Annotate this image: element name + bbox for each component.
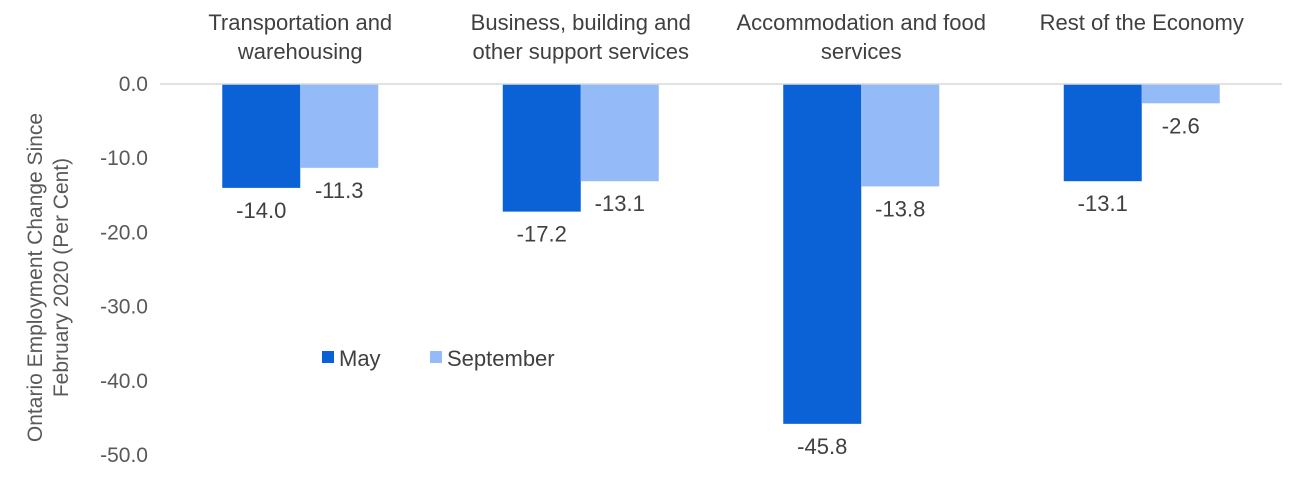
category-label-line: Rest of the Economy [1040,10,1244,35]
category-label: Transportation and warehousing [208,10,392,64]
y-tick-label: -20.0 [100,221,148,244]
legend-label-september: September [447,346,555,371]
data-label: -45.8 [797,434,847,459]
category-label-line: Business, building and [471,10,691,35]
data-label: -2.6 [1162,113,1200,138]
legend-swatch-may [322,351,334,363]
data-labels: -14.0 -11.3 -17.2 -13.1 -45.8 -13.8 -13.1 -2.6 [236,113,1200,459]
y-tick-label: -30.0 [100,296,148,319]
bar-may-1 [502,84,581,212]
y-tick-label: -10.0 [100,147,148,170]
category-label-line: Accommodation and food [737,10,987,35]
y-axis-title-text: Ontario Employment Change Since February … [24,113,73,442]
data-label: -13.1 [1078,191,1128,216]
bar-may-3 [1063,84,1142,182]
category-label: Rest of the Economy [1040,10,1244,35]
y-axis-title: Ontario Employment Change Since February … [24,113,73,442]
bar-september-3 [1141,84,1220,104]
data-label: -11.3 [315,178,364,203]
data-label: -13.8 [875,196,925,221]
category-label-line: other support services [473,39,689,64]
data-label: -14.0 [236,198,286,223]
category-labels: Transportation and warehousing Business, b… [208,10,1244,64]
legend-label-may: May [339,346,381,371]
y-tick-label: -50.0 [100,444,148,467]
category-label-line: warehousing [237,39,363,64]
bars [222,84,1220,424]
legend-swatch-september [430,351,442,363]
bar-may-0 [222,84,301,188]
y-tick-label: -40.0 [100,370,148,393]
category-label-line: services [821,39,902,64]
category-label-line: Transportation and [208,10,392,35]
category-label: Business, building and other support serv… [471,10,691,64]
y-axis-ticks: 0.0 -10.0 -20.0 -30.0 -40.0 -50.0 [100,73,148,467]
bar-september-0 [300,84,379,168]
bar-september-1 [580,84,659,182]
bar-may-2 [783,84,862,424]
bar-september-2 [861,84,940,187]
y-tick-label: 0.0 [119,73,148,96]
y-axis-title-line: Ontario Employment Change Since [24,113,47,442]
data-label: -13.1 [595,191,645,216]
category-label: Accommodation and food services [737,10,987,64]
legend: May September [322,346,555,371]
y-axis-title-line: February 2020 (Per Cent) [50,158,73,397]
data-label: -17.2 [517,222,567,247]
